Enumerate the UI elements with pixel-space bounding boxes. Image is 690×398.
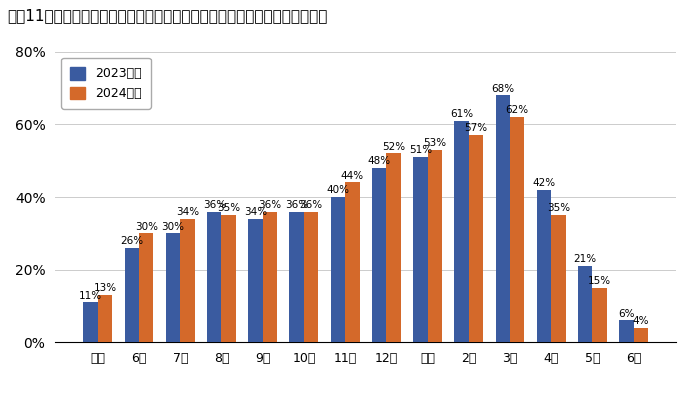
Text: 48%: 48% [368, 156, 391, 166]
Bar [428, 150, 442, 342]
Bar [331, 197, 345, 342]
Bar [495, 96, 510, 342]
Bar [98, 295, 112, 342]
Bar [551, 215, 566, 342]
Bar [510, 117, 524, 342]
Legend: 2023年卒, 2024年卒: 2023年卒, 2024年卒 [61, 58, 150, 109]
Text: 4%: 4% [633, 316, 649, 326]
Bar [207, 212, 221, 342]
Text: 11%: 11% [79, 291, 102, 300]
Text: 34%: 34% [244, 207, 267, 217]
Bar [139, 233, 153, 342]
Text: 57%: 57% [464, 123, 488, 133]
Bar [372, 168, 386, 342]
Bar [633, 328, 648, 342]
Text: 36%: 36% [258, 200, 282, 210]
Bar [83, 302, 98, 342]
Text: 52%: 52% [382, 142, 405, 152]
Bar [469, 135, 483, 342]
Text: 36%: 36% [203, 200, 226, 210]
Text: 35%: 35% [546, 203, 570, 213]
Text: 図表11　個別企業セミナー・説明会参加時期の２年比較（理系、複数回答）: 図表11 個別企業セミナー・説明会参加時期の２年比較（理系、複数回答） [7, 8, 327, 23]
Text: 42%: 42% [533, 178, 555, 188]
Text: 36%: 36% [285, 200, 308, 210]
Bar [263, 212, 277, 342]
Bar [166, 233, 180, 342]
Bar [592, 288, 607, 342]
Bar [290, 212, 304, 342]
Bar [386, 153, 401, 342]
Bar [578, 266, 592, 342]
Text: 30%: 30% [161, 222, 184, 232]
Bar [345, 182, 359, 342]
Text: 36%: 36% [299, 200, 323, 210]
Text: 44%: 44% [341, 171, 364, 181]
Text: 40%: 40% [326, 185, 349, 195]
Text: 13%: 13% [94, 283, 117, 293]
Bar [454, 121, 469, 342]
Text: 21%: 21% [573, 254, 597, 264]
Bar [125, 248, 139, 342]
Bar [537, 190, 551, 342]
Text: 61%: 61% [450, 109, 473, 119]
Text: 35%: 35% [217, 203, 240, 213]
Bar [180, 219, 195, 342]
Text: 26%: 26% [120, 236, 144, 246]
Text: 30%: 30% [135, 222, 158, 232]
Bar [221, 215, 236, 342]
Text: 6%: 6% [618, 309, 635, 319]
Text: 62%: 62% [506, 105, 529, 115]
Bar [413, 157, 428, 342]
Text: 68%: 68% [491, 84, 514, 94]
Bar [248, 219, 263, 342]
Text: 53%: 53% [423, 138, 446, 148]
Bar [304, 212, 318, 342]
Text: 34%: 34% [176, 207, 199, 217]
Bar [619, 320, 633, 342]
Text: 51%: 51% [408, 145, 432, 155]
Text: 15%: 15% [588, 276, 611, 286]
